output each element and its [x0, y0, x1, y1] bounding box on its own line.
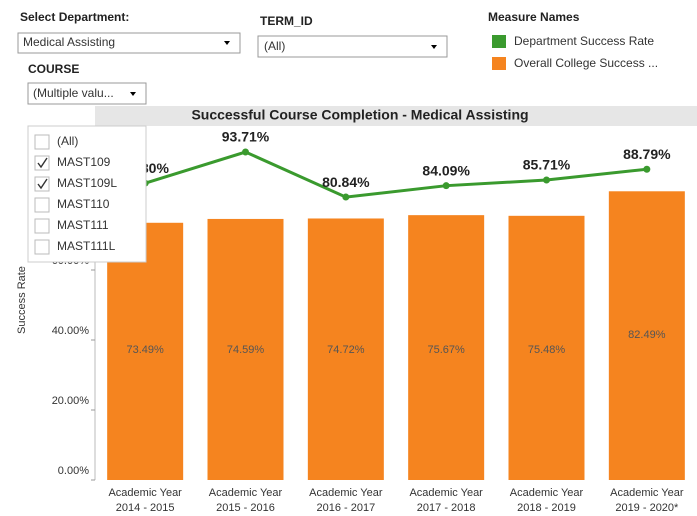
- course-list: (All) MAST109 MAST109L MAST110 MAST111 MAST11…: [27, 125, 147, 263]
- bar: [408, 215, 485, 480]
- legend: Department Success Rate Overall College S…: [492, 34, 658, 70]
- dropdown-value: (Multiple valu...: [33, 86, 114, 100]
- option-label: MAST111L: [57, 239, 116, 253]
- checkbox[interactable]: [34, 239, 50, 255]
- y-tick-label: 20.00%: [52, 395, 90, 407]
- dropdown[interactable]: [17, 32, 241, 54]
- option-label: MAST109L: [57, 176, 117, 190]
- legend-label: Overall College Success ...: [514, 56, 658, 70]
- checkmark: [37, 178, 48, 190]
- point: [543, 176, 550, 184]
- legend-swatch: [492, 35, 506, 48]
- bar: [307, 218, 384, 481]
- bar-label: 73.49%: [127, 344, 165, 356]
- checkbox[interactable]: [34, 218, 50, 234]
- legend-label: Department Success Rate: [514, 34, 654, 48]
- bar: [508, 215, 585, 480]
- option-label: MAST109: [57, 155, 111, 169]
- chart-title: Successful Course Completion - Medical A…: [191, 107, 528, 123]
- x-tick-label: 2014 - 2015: [116, 502, 175, 514]
- caret: [130, 92, 136, 96]
- dropdown[interactable]: [27, 82, 147, 105]
- line-label: 85.71%: [523, 157, 571, 173]
- bar: [608, 191, 685, 480]
- point: [643, 165, 651, 173]
- option-label: (All): [57, 134, 78, 148]
- caret: [224, 41, 230, 45]
- point: [442, 182, 450, 190]
- dropdown[interactable]: [257, 35, 448, 58]
- y-tick-label: 0.00%: [58, 465, 89, 477]
- option-label: MAST111: [57, 218, 109, 232]
- filter-label: COURSE: [28, 62, 79, 76]
- option-label: MAST110: [57, 197, 110, 211]
- legend-title: Measure Names: [488, 10, 580, 24]
- x-tick-label: Academic Year: [209, 487, 283, 499]
- y-tick-label: 40.00%: [52, 325, 90, 337]
- bar: [107, 222, 184, 480]
- x-tick-label: Academic Year: [108, 487, 182, 499]
- dropdown-value: Medical Assisting: [23, 35, 115, 49]
- bar-label: 74.59%: [227, 344, 265, 356]
- bar-label: 75.48%: [528, 344, 566, 356]
- line-label: 93.71%: [222, 129, 270, 145]
- bar-label: 75.67%: [428, 344, 466, 356]
- checkmark: [37, 157, 48, 169]
- x-tick-label: Academic Year: [409, 487, 483, 499]
- chart: Successful Course Completion - Medical A…: [16, 106, 697, 514]
- checkbox[interactable]: [34, 197, 50, 213]
- checkbox[interactable]: [34, 134, 50, 150]
- line: [144, 150, 647, 199]
- line-label: 88.79%: [623, 146, 671, 162]
- x-tick-label: 2015 - 2016: [216, 502, 275, 514]
- filter-label: Select Department:: [20, 10, 129, 24]
- bar-label: 74.72%: [327, 344, 365, 356]
- point: [242, 148, 249, 156]
- x-tick-label: Academic Year: [309, 487, 383, 499]
- title-band: [95, 106, 697, 126]
- x-tick-label: Academic Year: [610, 487, 684, 499]
- line-label: 80.84%: [322, 174, 370, 190]
- legend-swatch: [492, 57, 506, 70]
- caret: [431, 45, 437, 49]
- filter-label: TERM_ID: [260, 14, 313, 28]
- x-tick-label: 2018 - 2019: [517, 502, 576, 514]
- x-tick-label: Academic Year: [510, 487, 584, 499]
- x-tick-label: 2016 - 2017: [316, 502, 375, 514]
- x-tick-label: 2019 - 2020*: [615, 502, 679, 514]
- line-label: 84.09%: [422, 162, 470, 178]
- x-tick-label: 2017 - 2018: [417, 502, 476, 514]
- bar: [207, 218, 284, 480]
- point: [342, 193, 350, 201]
- bar-label: 82.49%: [628, 329, 666, 341]
- dropdown-value: (All): [264, 39, 285, 53]
- y-axis-label: Success Rate: [16, 266, 28, 334]
